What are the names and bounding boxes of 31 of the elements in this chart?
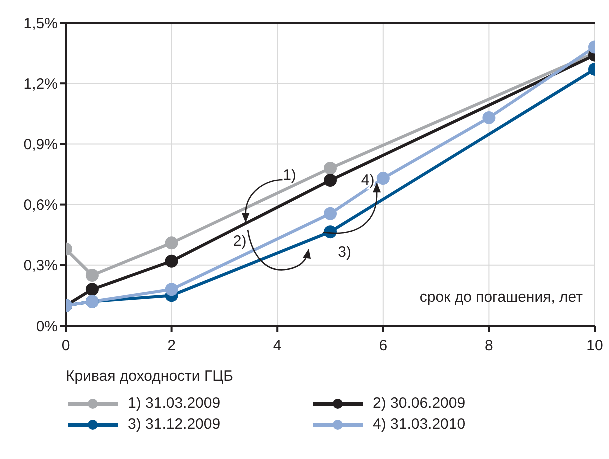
point: [165, 283, 178, 296]
annotation: 4): [361, 172, 375, 189]
point: [324, 174, 337, 188]
x-tick-label: 2: [168, 338, 176, 355]
y-tick-label: 0,3%: [24, 258, 58, 275]
legend-label: 4) 31.03.2010: [373, 416, 466, 433]
legend-label: 2) 30.06.2009: [373, 395, 466, 412]
x-tick-label: 6: [379, 338, 388, 355]
y-tick-label: 0%: [36, 318, 58, 336]
point: [86, 269, 99, 282]
x-tick-label: 4: [273, 338, 282, 355]
point: [86, 283, 99, 296]
point: [324, 162, 337, 175]
annotation: 2): [233, 233, 247, 250]
legend-title: Кривая доходности ГЦБ: [66, 368, 235, 385]
y-tick-label: 0,9%: [24, 136, 58, 154]
annotation: 3): [338, 244, 352, 261]
legend-label: 3) 31.12.2009: [128, 416, 221, 433]
x-tick-label: 8: [485, 338, 494, 355]
x-axis-title: срок до погашения, лет: [420, 289, 584, 306]
x-tick-label: 0: [62, 338, 70, 355]
y-tick-label: 0,6%: [24, 197, 58, 214]
legend-label: 1) 31.03.2009: [128, 395, 221, 412]
point: [165, 236, 178, 250]
x-tick-label: 10: [586, 338, 604, 355]
annotation: 1): [283, 166, 296, 184]
point: [324, 207, 337, 220]
y-tick-label: 1,2%: [24, 76, 58, 93]
y-tick-label: 1,5%: [24, 15, 58, 32]
point: [376, 172, 390, 186]
point: [165, 254, 178, 268]
